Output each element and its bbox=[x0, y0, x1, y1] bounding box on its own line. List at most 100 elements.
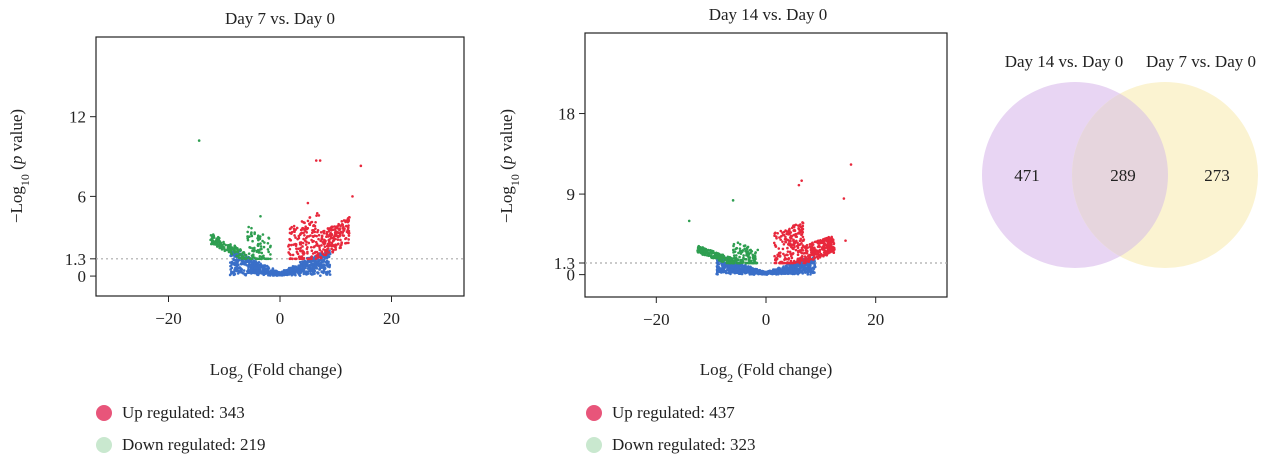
point-up-regulated bbox=[791, 251, 795, 255]
point-not-significant bbox=[260, 264, 263, 267]
point-not-significant bbox=[284, 269, 288, 273]
chart-title: Day 7 vs. Day 0 bbox=[225, 9, 335, 28]
point-down-regulated bbox=[246, 230, 249, 234]
point-up-regulated bbox=[303, 228, 306, 232]
point-up-regulated bbox=[339, 238, 342, 242]
point-not-significant bbox=[303, 264, 307, 267]
point-down-regulated bbox=[747, 259, 751, 262]
point-down-regulated bbox=[737, 261, 741, 265]
point-not-significant bbox=[287, 269, 291, 272]
point-up-regulated bbox=[303, 221, 306, 225]
point-up-regulated bbox=[340, 220, 344, 223]
point-up-regulated bbox=[799, 250, 802, 254]
point-up-regulated bbox=[338, 246, 342, 250]
point-not-significant bbox=[267, 267, 271, 270]
point-up-regulated bbox=[308, 223, 312, 227]
point-outlier bbox=[849, 163, 853, 166]
legend-label: Down regulated: 219 bbox=[122, 435, 266, 454]
point-up-regulated bbox=[300, 249, 304, 253]
point-down-regulated bbox=[246, 256, 250, 259]
point-down-regulated bbox=[732, 254, 736, 257]
point-up-regulated bbox=[297, 255, 301, 259]
point-up-regulated bbox=[825, 251, 828, 255]
point-down-regulated bbox=[734, 254, 738, 257]
point-not-significant bbox=[244, 272, 248, 276]
point-up-regulated bbox=[819, 253, 823, 257]
legend-item-down: Down regulated: 219 bbox=[96, 429, 266, 461]
point-up-regulated bbox=[822, 253, 826, 256]
point-up-regulated bbox=[808, 242, 812, 246]
point-up-regulated bbox=[344, 219, 347, 222]
point-down-regulated bbox=[745, 250, 748, 254]
point-not-significant bbox=[253, 264, 256, 267]
point-down-regulated bbox=[751, 256, 755, 260]
point-up-regulated bbox=[796, 241, 799, 245]
point-down-regulated bbox=[253, 248, 256, 252]
point-up-regulated bbox=[305, 247, 309, 251]
point-down-regulated bbox=[725, 259, 729, 263]
point-up-regulated bbox=[347, 238, 350, 241]
point-up-regulated bbox=[325, 230, 329, 234]
point-down-regulated bbox=[736, 258, 740, 261]
point-up-regulated bbox=[318, 248, 322, 252]
point-outlier bbox=[306, 201, 310, 205]
point-down-regulated bbox=[260, 251, 264, 255]
point-not-significant bbox=[805, 267, 809, 270]
point-down-regulated bbox=[739, 251, 743, 255]
point-not-significant bbox=[284, 273, 288, 276]
point-down-regulated bbox=[263, 241, 266, 244]
point-down-regulated bbox=[269, 257, 272, 261]
point-up-regulated bbox=[794, 248, 798, 252]
point-down-regulated bbox=[733, 250, 737, 253]
point-up-regulated bbox=[789, 252, 792, 256]
point-up-regulated bbox=[303, 251, 306, 255]
points-layer bbox=[197, 139, 363, 277]
point-not-significant bbox=[772, 268, 775, 271]
point-up-regulated bbox=[330, 225, 333, 229]
point-not-significant bbox=[261, 266, 264, 269]
point-not-significant bbox=[326, 262, 329, 265]
y-tick-label: 6 bbox=[78, 187, 87, 206]
point-down-regulated bbox=[710, 251, 714, 255]
point-not-significant bbox=[722, 263, 726, 267]
point-not-significant bbox=[754, 269, 757, 273]
point-down-regulated bbox=[266, 257, 270, 261]
point-up-regulated bbox=[798, 239, 802, 243]
point-up-regulated bbox=[773, 254, 776, 258]
point-up-regulated bbox=[327, 251, 331, 254]
point-up-regulated bbox=[337, 222, 340, 226]
point-up-regulated bbox=[788, 227, 791, 231]
point-down-regulated bbox=[269, 253, 272, 256]
point-up-regulated bbox=[312, 235, 315, 238]
point-not-significant bbox=[232, 272, 236, 275]
legend-label: Up regulated: 343 bbox=[122, 403, 245, 422]
point-down-regulated bbox=[266, 241, 270, 245]
point-up-regulated bbox=[786, 246, 789, 250]
venn-intersection bbox=[1072, 93, 1168, 257]
point-not-significant bbox=[322, 258, 326, 262]
point-up-regulated bbox=[794, 223, 798, 227]
point-not-significant bbox=[744, 270, 748, 273]
point-not-significant bbox=[750, 266, 753, 270]
point-up-regulated bbox=[789, 254, 793, 258]
point-up-regulated bbox=[792, 238, 795, 242]
point-up-regulated bbox=[804, 251, 807, 254]
point-up-regulated bbox=[807, 260, 811, 263]
point-not-significant bbox=[776, 270, 779, 273]
point-up-regulated bbox=[826, 247, 830, 250]
point-up-regulated bbox=[817, 239, 821, 243]
point-down-regulated bbox=[732, 248, 735, 252]
point-up-regulated bbox=[299, 257, 303, 261]
point-not-significant bbox=[245, 260, 248, 263]
point-down-regulated bbox=[736, 241, 740, 245]
point-up-regulated bbox=[334, 248, 338, 251]
point-up-regulated bbox=[341, 234, 344, 237]
point-outlier bbox=[259, 215, 262, 218]
point-down-regulated bbox=[701, 247, 705, 250]
point-down-regulated bbox=[750, 249, 754, 253]
point-up-regulated bbox=[299, 228, 303, 232]
point-not-significant bbox=[242, 269, 246, 272]
point-not-significant bbox=[797, 264, 801, 268]
point-not-significant bbox=[305, 263, 309, 266]
point-not-significant bbox=[276, 272, 279, 276]
